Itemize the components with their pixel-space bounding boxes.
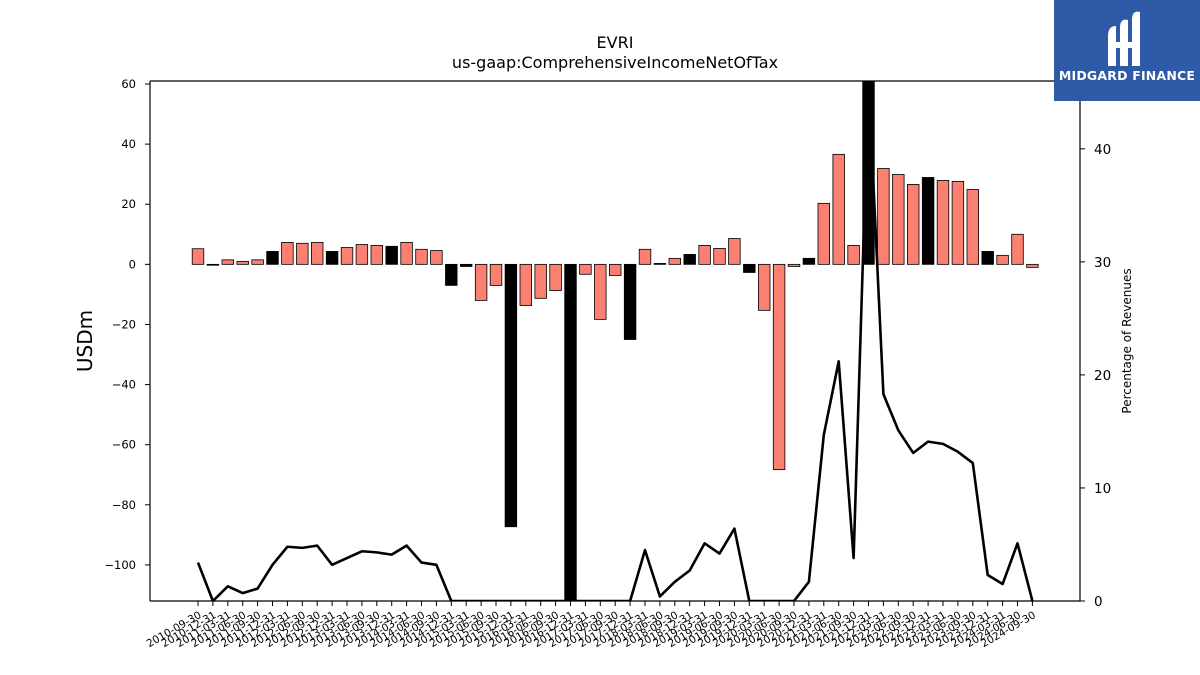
bar	[355, 244, 369, 265]
bar	[474, 263, 488, 301]
bar	[921, 177, 935, 265]
midgard-logo-icon	[1108, 11, 1140, 66]
bar	[430, 250, 443, 265]
bar	[385, 245, 398, 265]
chart-subtitle: us-gaap:ComprehensiveIncomeNetOfTax	[452, 53, 778, 72]
bar	[668, 257, 682, 265]
bar	[1011, 233, 1024, 265]
bar	[713, 248, 726, 265]
bar	[623, 263, 637, 340]
y-tick-label: −60	[112, 438, 136, 452]
bar	[340, 247, 354, 265]
bar	[296, 242, 309, 265]
bar	[951, 180, 965, 265]
y2-tick-label: 0	[1094, 594, 1103, 610]
bar	[877, 168, 890, 265]
y-tick-label: 40	[121, 137, 136, 151]
bar	[653, 263, 667, 265]
bar	[847, 245, 860, 265]
percentage-line	[196, 81, 1034, 601]
bar	[966, 189, 980, 265]
bar	[609, 263, 622, 276]
bar	[221, 259, 235, 265]
bar	[594, 263, 607, 320]
bar	[534, 263, 547, 299]
bar	[415, 248, 428, 265]
bar	[772, 263, 786, 471]
bar	[549, 263, 562, 291]
bar	[251, 259, 264, 265]
bar	[236, 260, 249, 265]
bar	[459, 263, 473, 267]
bar	[907, 183, 920, 265]
bar-series	[191, 81, 1039, 601]
y-tick-label: 20	[121, 197, 136, 211]
bar	[862, 81, 875, 265]
chart-title: EVRI	[597, 33, 634, 52]
bar	[519, 263, 533, 306]
bar	[832, 153, 845, 265]
y-tick-label: 60	[121, 77, 136, 91]
y2-tick-label: 30	[1094, 255, 1111, 271]
bar	[787, 263, 801, 267]
bar	[579, 263, 592, 275]
y2-tick-label: 40	[1094, 142, 1111, 158]
bar	[683, 254, 696, 265]
brand-name: MIDGARD FINANCE	[1058, 68, 1196, 83]
y-tick-label: 0	[129, 257, 136, 271]
y2-tick-label: 10	[1094, 481, 1111, 497]
bar	[489, 263, 503, 286]
bar	[743, 263, 756, 273]
y-tick-label: −20	[112, 317, 136, 331]
bar	[445, 263, 458, 286]
bar	[996, 254, 1009, 265]
bar	[802, 257, 816, 265]
bar	[281, 242, 294, 265]
bar	[266, 251, 279, 265]
bar	[638, 248, 652, 265]
bar	[936, 180, 950, 265]
y-tick-label: −80	[112, 498, 136, 512]
bar	[191, 248, 205, 265]
bar	[698, 245, 711, 265]
bar	[504, 263, 518, 528]
y-tick-label: −40	[112, 378, 136, 392]
bar	[817, 202, 831, 265]
brand-logo: MIDGARD FINANCE	[1054, 0, 1200, 101]
bar	[758, 263, 771, 311]
bar	[310, 242, 324, 265]
y-axis-label: USDm	[73, 310, 97, 372]
y2-tick-label: 20	[1094, 368, 1111, 384]
y2-axis-label: Percentage of Revenues	[1120, 268, 1134, 413]
bar	[400, 242, 413, 265]
plot-area: −100−80−60−40−2002040600102030402010-09-…	[104, 77, 1111, 650]
bar	[370, 245, 384, 265]
bar	[1026, 263, 1039, 268]
bar	[728, 238, 741, 265]
bar	[564, 263, 577, 601]
bar	[325, 251, 339, 265]
bar	[981, 251, 994, 265]
bar	[892, 174, 905, 265]
y-tick-label: −100	[104, 558, 136, 572]
bar	[206, 263, 220, 266]
